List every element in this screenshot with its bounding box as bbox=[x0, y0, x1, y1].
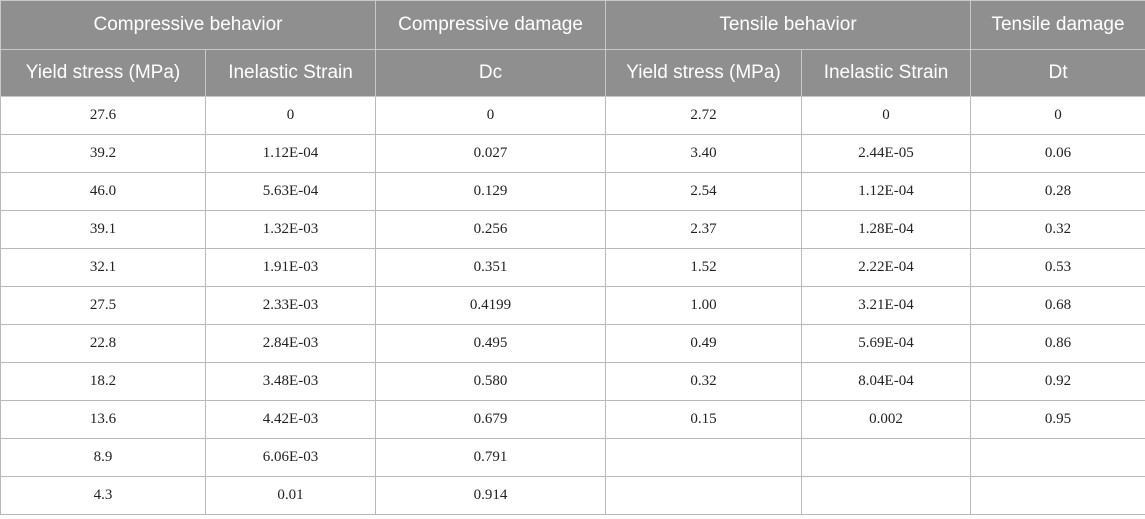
comp-yield-stress-cell: 18.2 bbox=[0, 362, 206, 401]
comp-inelastic-strain-cell: 1.32E-03 bbox=[205, 210, 376, 249]
dc-cell: 0.679 bbox=[375, 400, 606, 439]
dc-cell: 0.027 bbox=[375, 134, 606, 173]
comp-inelastic-strain-cell: 2.33E-03 bbox=[205, 286, 376, 325]
dc-cell: 0.4199 bbox=[375, 286, 606, 325]
dc-cell: 0.495 bbox=[375, 324, 606, 363]
comp-yield-stress-cell: 46.0 bbox=[0, 172, 206, 211]
table-body: 27.6 0 0 2.72 0 0 39.2 1.12E-04 0.027 3.40 2.44E-0… bbox=[0, 96, 1145, 515]
header-dt: Dt bbox=[970, 49, 1145, 97]
comp-inelastic-strain-cell: 1.91E-03 bbox=[205, 248, 376, 287]
dc-cell: 0.256 bbox=[375, 210, 606, 249]
dt-cell: 0.86 bbox=[970, 324, 1145, 363]
table-row: 46.0 5.63E-04 0.129 2.54 1.12E-04 0.28 bbox=[0, 172, 1145, 211]
dc-cell: 0.351 bbox=[375, 248, 606, 287]
comp-inelastic-strain-cell: 3.48E-03 bbox=[205, 362, 376, 401]
dt-cell: 0.68 bbox=[970, 286, 1145, 325]
comp-yield-stress-cell: 39.2 bbox=[0, 134, 206, 173]
table-row: 27.5 2.33E-03 0.4199 1.00 3.21E-04 0.68 bbox=[0, 286, 1145, 325]
sub-header-row: Yield stress (MPa) Inelastic Strain Dc Y… bbox=[0, 49, 1145, 97]
comp-yield-stress-cell: 22.8 bbox=[0, 324, 206, 363]
tens-inelastic-strain-cell: 2.22E-04 bbox=[801, 248, 971, 287]
table-row: 32.1 1.91E-03 0.351 1.52 2.22E-04 0.53 bbox=[0, 248, 1145, 287]
tens-inelastic-strain-cell: 3.21E-04 bbox=[801, 286, 971, 325]
comp-inelastic-strain-cell: 4.42E-03 bbox=[205, 400, 376, 439]
tens-yield-stress-cell: 1.52 bbox=[605, 248, 802, 287]
dt-cell: 0 bbox=[970, 96, 1145, 135]
header-tens-yield-stress: Yield stress (MPa) bbox=[605, 49, 802, 97]
tens-yield-stress-cell: 1.00 bbox=[605, 286, 802, 325]
tens-inelastic-strain-cell: 0.002 bbox=[801, 400, 971, 439]
tens-inelastic-strain-cell: 5.69E-04 bbox=[801, 324, 971, 363]
tens-yield-stress-cell: 2.72 bbox=[605, 96, 802, 135]
dt-cell: 0.53 bbox=[970, 248, 1145, 287]
table-row: 39.2 1.12E-04 0.027 3.40 2.44E-05 0.06 bbox=[0, 134, 1145, 173]
comp-yield-stress-cell: 39.1 bbox=[0, 210, 206, 249]
comp-yield-stress-cell: 32.1 bbox=[0, 248, 206, 287]
header-tens-inelastic-strain: Inelastic Strain bbox=[801, 49, 971, 97]
comp-inelastic-strain-cell: 6.06E-03 bbox=[205, 438, 376, 477]
dt-cell bbox=[970, 476, 1145, 515]
header-dc: Dc bbox=[375, 49, 606, 97]
tens-inelastic-strain-cell: 1.12E-04 bbox=[801, 172, 971, 211]
dt-cell bbox=[970, 438, 1145, 477]
dc-cell: 0.580 bbox=[375, 362, 606, 401]
tens-yield-stress-cell: 2.54 bbox=[605, 172, 802, 211]
comp-inelastic-strain-cell: 0.01 bbox=[205, 476, 376, 515]
group-header-row: Compressive behavior Compressive damage … bbox=[0, 0, 1145, 50]
comp-yield-stress-cell: 8.9 bbox=[0, 438, 206, 477]
comp-yield-stress-cell: 27.5 bbox=[0, 286, 206, 325]
table-row: 39.1 1.32E-03 0.256 2.37 1.28E-04 0.32 bbox=[0, 210, 1145, 249]
tens-yield-stress-cell: 2.37 bbox=[605, 210, 802, 249]
dt-cell: 0.95 bbox=[970, 400, 1145, 439]
table-row: 13.6 4.42E-03 0.679 0.15 0.002 0.95 bbox=[0, 400, 1145, 439]
table-row: 18.2 3.48E-03 0.580 0.32 8.04E-04 0.92 bbox=[0, 362, 1145, 401]
dc-cell: 0.791 bbox=[375, 438, 606, 477]
header-tensile-behavior: Tensile behavior bbox=[605, 0, 971, 50]
tens-yield-stress-cell: 0.15 bbox=[605, 400, 802, 439]
comp-inelastic-strain-cell: 2.84E-03 bbox=[205, 324, 376, 363]
tens-yield-stress-cell bbox=[605, 438, 802, 477]
comp-inelastic-strain-cell: 1.12E-04 bbox=[205, 134, 376, 173]
comp-yield-stress-cell: 4.3 bbox=[0, 476, 206, 515]
table-row: 4.3 0.01 0.914 bbox=[0, 476, 1145, 515]
dc-cell: 0 bbox=[375, 96, 606, 135]
header-compressive-damage: Compressive damage bbox=[375, 0, 606, 50]
comp-inelastic-strain-cell: 0 bbox=[205, 96, 376, 135]
tens-yield-stress-cell: 0.49 bbox=[605, 324, 802, 363]
tens-inelastic-strain-cell: 1.28E-04 bbox=[801, 210, 971, 249]
dt-cell: 0.32 bbox=[970, 210, 1145, 249]
tens-inelastic-strain-cell bbox=[801, 438, 971, 477]
table-row: 22.8 2.84E-03 0.495 0.49 5.69E-04 0.86 bbox=[0, 324, 1145, 363]
header-comp-inelastic-strain: Inelastic Strain bbox=[205, 49, 376, 97]
dc-cell: 0.914 bbox=[375, 476, 606, 515]
tens-inelastic-strain-cell bbox=[801, 476, 971, 515]
dt-cell: 0.92 bbox=[970, 362, 1145, 401]
comp-yield-stress-cell: 13.6 bbox=[0, 400, 206, 439]
dc-cell: 0.129 bbox=[375, 172, 606, 211]
comp-yield-stress-cell: 27.6 bbox=[0, 96, 206, 135]
header-tensile-damage: Tensile damage bbox=[970, 0, 1145, 50]
tens-yield-stress-cell: 3.40 bbox=[605, 134, 802, 173]
tens-yield-stress-cell: 0.32 bbox=[605, 362, 802, 401]
tens-inelastic-strain-cell: 2.44E-05 bbox=[801, 134, 971, 173]
tens-inelastic-strain-cell: 8.04E-04 bbox=[801, 362, 971, 401]
comp-inelastic-strain-cell: 5.63E-04 bbox=[205, 172, 376, 211]
table-row: 27.6 0 0 2.72 0 0 bbox=[0, 96, 1145, 135]
header-compressive-behavior: Compressive behavior bbox=[0, 0, 376, 50]
table-row: 8.9 6.06E-03 0.791 bbox=[0, 438, 1145, 477]
tens-inelastic-strain-cell: 0 bbox=[801, 96, 971, 135]
dt-cell: 0.28 bbox=[970, 172, 1145, 211]
table-header: Compressive behavior Compressive damage … bbox=[0, 0, 1145, 97]
tens-yield-stress-cell bbox=[605, 476, 802, 515]
dt-cell: 0.06 bbox=[970, 134, 1145, 173]
header-comp-yield-stress: Yield stress (MPa) bbox=[0, 49, 206, 97]
